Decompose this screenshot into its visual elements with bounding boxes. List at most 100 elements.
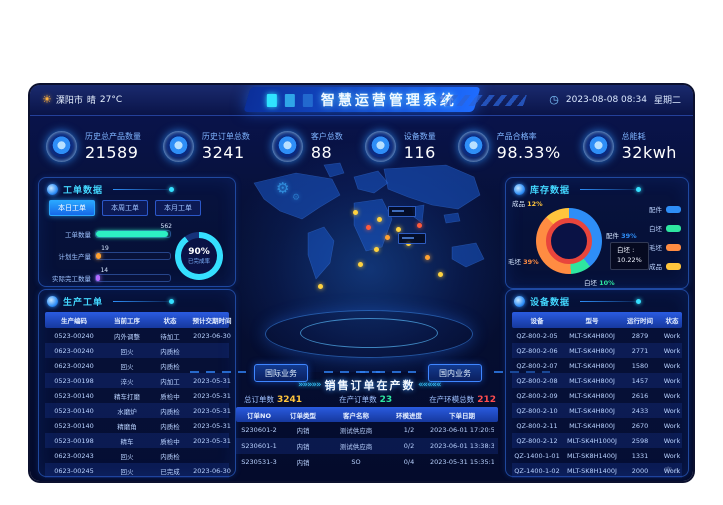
panel-title-text: 库存数据	[530, 186, 571, 196]
key-icon	[514, 184, 525, 195]
table-cell: 2433	[631, 406, 649, 415]
table-row: S230531-3 内销 SO 0/4 2023-05-31 15:35:12	[236, 454, 498, 470]
legend-swatch	[666, 205, 681, 213]
table-cell: S230531-3	[241, 458, 277, 466]
kpi-equipment-count: 设备数量 116	[364, 130, 436, 162]
table-cell: MLT-SK4H800J	[569, 331, 615, 340]
map-marker[interactable]	[353, 210, 359, 216]
gear-icon: ⚙	[292, 193, 301, 203]
table-cell: 2023-06-30	[193, 331, 231, 340]
legend-label: 白坯	[649, 225, 662, 233]
kpi-ring-icon	[457, 130, 489, 162]
table-row: QZ-800-2-12 MLT-SK4H1000J 2598 Work	[512, 433, 682, 448]
kpi-energy: 总能耗 32kwh	[582, 130, 677, 162]
bar-label: 计划生产量	[58, 253, 92, 261]
kpi-value: 116	[403, 142, 436, 162]
table-cell: 内销	[296, 459, 310, 467]
column-header: 设备	[530, 317, 544, 325]
bar-label: 工单数量	[65, 231, 91, 239]
panel-title: 工单数据	[39, 178, 235, 198]
table-cell: 内销	[296, 443, 310, 451]
bar-fill	[96, 231, 168, 237]
weather-condition: 晴	[86, 96, 96, 106]
table-cell: 内质检	[160, 347, 180, 356]
column-header: 客户名称	[343, 411, 369, 420]
table-cell: 回火	[120, 452, 134, 461]
map-marker[interactable]	[376, 216, 382, 222]
table-cell: 0523-00240	[54, 331, 94, 340]
table-cell: 2616	[631, 391, 649, 400]
table-row: 0523-00140 精车打磨 质检中 2023-05-31	[45, 388, 231, 403]
table-cell: 2023-06-30	[193, 466, 231, 475]
table-cell: 水磨炉	[117, 407, 137, 416]
kpi-label: 总能耗	[621, 131, 646, 141]
table-cell: QZ-800-2-07	[516, 361, 558, 370]
table-cell: 0523-00140	[54, 391, 94, 400]
table-cell: 0623-00243	[54, 451, 94, 460]
table-cell: 精磨角	[117, 422, 137, 431]
donut-inner-ring	[546, 218, 592, 264]
table-cell: Work	[663, 436, 681, 445]
table-cell: 质检中	[160, 392, 180, 401]
table-row: 0523-00140 精磨角 内质检 2023-05-31	[45, 418, 231, 433]
map-marker[interactable]	[374, 247, 380, 253]
hazard-stripes-right	[437, 95, 527, 106]
production-panel: 生产工单 生产编码 当前工序 状态 预计交期时间 0523-00240 内外调整 待…	[38, 289, 236, 478]
tab-today-workorders[interactable]: 本日工单	[49, 200, 95, 216]
table-cell: 2598	[631, 436, 649, 445]
map-marker[interactable]	[366, 224, 372, 230]
table-cell: Work	[663, 391, 681, 400]
map-marker[interactable]	[424, 255, 430, 261]
table-cell: MLT-SK4H800J	[569, 406, 615, 415]
donut-callout: 白坯 10%	[584, 279, 615, 287]
table-cell: MLT-SK8H1400J	[567, 451, 617, 460]
gauge-label: 已完成率	[187, 259, 210, 265]
panel-title: 库存数据	[506, 178, 688, 198]
orders-table: 订单NO 订单类型 客户名称 环模进度 下单日期 S230601-2 内销 测试供应…	[236, 407, 498, 470]
tab-week-workorders[interactable]: 本周工单	[102, 200, 148, 216]
sales-stats-row: 总订单数 3241 在产订单数 23 在产环模总数 212	[244, 394, 496, 405]
table-cell: MLT-SK4H800J	[569, 346, 615, 355]
map-marker[interactable]	[395, 226, 401, 232]
legend-item[interactable]: 配件	[649, 204, 681, 214]
legend-item[interactable]: 白坯	[649, 223, 681, 233]
weather-temp: 27°C	[99, 94, 123, 105]
deco-block-icon	[284, 93, 295, 106]
dash-decor	[190, 371, 246, 373]
platform-ring-outer	[265, 310, 473, 358]
table-cell: 2023-05-31	[193, 391, 231, 400]
chevrons-left-icon: «««««	[418, 380, 442, 390]
table-cell: 2771	[631, 346, 649, 355]
bar-value: 19	[101, 245, 109, 252]
map-marker[interactable]	[318, 284, 324, 290]
international-business-button[interactable]: 国际业务	[254, 364, 308, 382]
legend-item[interactable]: 成品	[649, 261, 681, 271]
legend-swatch	[666, 262, 681, 270]
tab-month-workorders[interactable]: 本月工单	[155, 200, 201, 216]
map-marker[interactable]	[416, 222, 422, 228]
kpi-ring-icon	[364, 130, 396, 162]
table-cell: S230601-2	[241, 426, 277, 434]
map-marker[interactable]	[384, 234, 390, 240]
kpi-ring-icon	[46, 130, 77, 162]
map-marker[interactable]	[358, 261, 364, 267]
key-icon	[514, 296, 525, 307]
deco-block-icon	[266, 93, 277, 106]
table-cell: 2023-05-31 15:35:12	[430, 458, 494, 466]
table-cell: QZ-800-2-05	[516, 331, 558, 340]
table-cell: 0/2	[403, 442, 415, 450]
domestic-business-button[interactable]: 国内业务	[428, 364, 482, 382]
table-row: 0623-00240 回火 内质检	[45, 343, 229, 358]
table-header-row: 生产编码 当前工序 状态 预计交期时间	[45, 312, 232, 328]
table-cell: QZ-1400-1-02	[514, 466, 560, 475]
table-cell: Work	[663, 406, 681, 415]
bar-row: 实际完工数量 14	[47, 267, 171, 289]
column-header: 状态	[163, 317, 177, 325]
column-header: 型号	[585, 317, 599, 325]
legend-item[interactable]: 毛坯	[649, 242, 681, 252]
table-cell: MLT-SK4H800J	[569, 361, 615, 370]
table-cell: 1580	[631, 361, 649, 370]
stat-value: 23	[379, 395, 393, 405]
map-marker[interactable]	[438, 271, 444, 277]
table-row: 0623-00243 回火 内质检	[45, 448, 229, 463]
